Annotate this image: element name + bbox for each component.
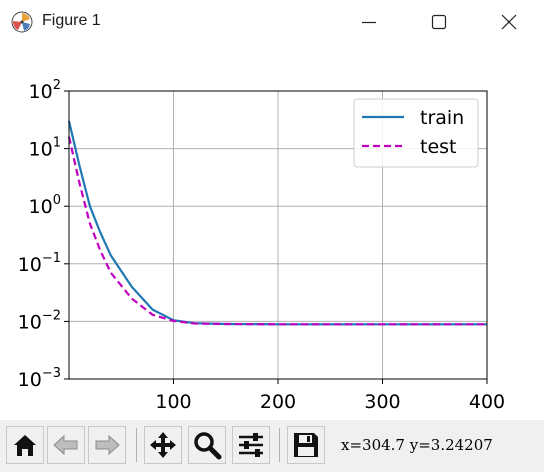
- y-tick-label: 10−3: [18, 366, 61, 391]
- pan-button[interactable]: [144, 426, 182, 464]
- y-tick-label: 100: [29, 193, 61, 218]
- toolbar-separator: [136, 428, 137, 462]
- y-tick-base: 10: [18, 311, 42, 333]
- window-title: Figure 1: [42, 12, 101, 30]
- close-button[interactable]: [474, 0, 544, 44]
- zoom-button[interactable]: [188, 426, 226, 464]
- forward-arrow-icon: [92, 430, 122, 460]
- x-tick-label: 400: [469, 391, 505, 413]
- configure-subplots-button[interactable]: [232, 426, 270, 464]
- navigation-toolbar: x=304.7 y=3.24207: [0, 420, 544, 472]
- toolbar-separator: [279, 428, 280, 462]
- home-button[interactable]: [6, 426, 44, 464]
- zoom-icon: [192, 430, 222, 460]
- save-icon: [291, 430, 321, 460]
- minimize-button[interactable]: [334, 0, 404, 44]
- x-tick-label: 200: [260, 391, 296, 413]
- x-tick-label: 100: [155, 391, 191, 413]
- y-tick-base: 10: [29, 139, 53, 161]
- back-arrow-icon: [51, 430, 81, 460]
- forward-button[interactable]: [88, 426, 126, 464]
- home-icon: [10, 430, 40, 460]
- y-tick-label: 10−1: [18, 251, 61, 276]
- y-tick-label: 102: [29, 78, 61, 103]
- back-button[interactable]: [47, 426, 85, 464]
- y-tick-exponent: 0: [53, 193, 61, 208]
- y-tick-base: 10: [29, 196, 53, 218]
- y-tick-exponent: −2: [42, 308, 61, 323]
- save-button[interactable]: [287, 426, 325, 464]
- y-tick-base: 10: [18, 254, 42, 276]
- legend-label-train: train: [420, 107, 464, 129]
- y-tick-base: 10: [18, 369, 42, 391]
- minimize-icon: [361, 14, 377, 30]
- maximize-button[interactable]: [404, 0, 474, 44]
- configure-subplots-icon: [236, 430, 266, 460]
- y-tick-label: 10−2: [18, 308, 61, 333]
- legend-label-test: test: [420, 136, 457, 158]
- y-tick-label: 101: [29, 136, 61, 161]
- matplotlib-icon: [10, 10, 34, 34]
- maximize-icon: [431, 14, 447, 30]
- y-tick-exponent: 1: [53, 136, 61, 151]
- x-tick-label: 300: [364, 391, 400, 413]
- window-titlebar: Figure 1: [0, 0, 544, 45]
- y-tick-exponent: −1: [42, 251, 61, 266]
- y-tick-exponent: −3: [42, 366, 61, 381]
- y-tick-base: 10: [29, 81, 53, 103]
- cursor-coordinates: x=304.7 y=3.24207: [341, 436, 493, 454]
- pan-icon: [148, 430, 178, 460]
- figure-canvas[interactable]: 100 200 300 400 10−3 10−2 10−1 100 101 102 train t…: [0, 44, 544, 420]
- y-tick-exponent: 2: [53, 78, 61, 93]
- close-icon: [501, 14, 517, 30]
